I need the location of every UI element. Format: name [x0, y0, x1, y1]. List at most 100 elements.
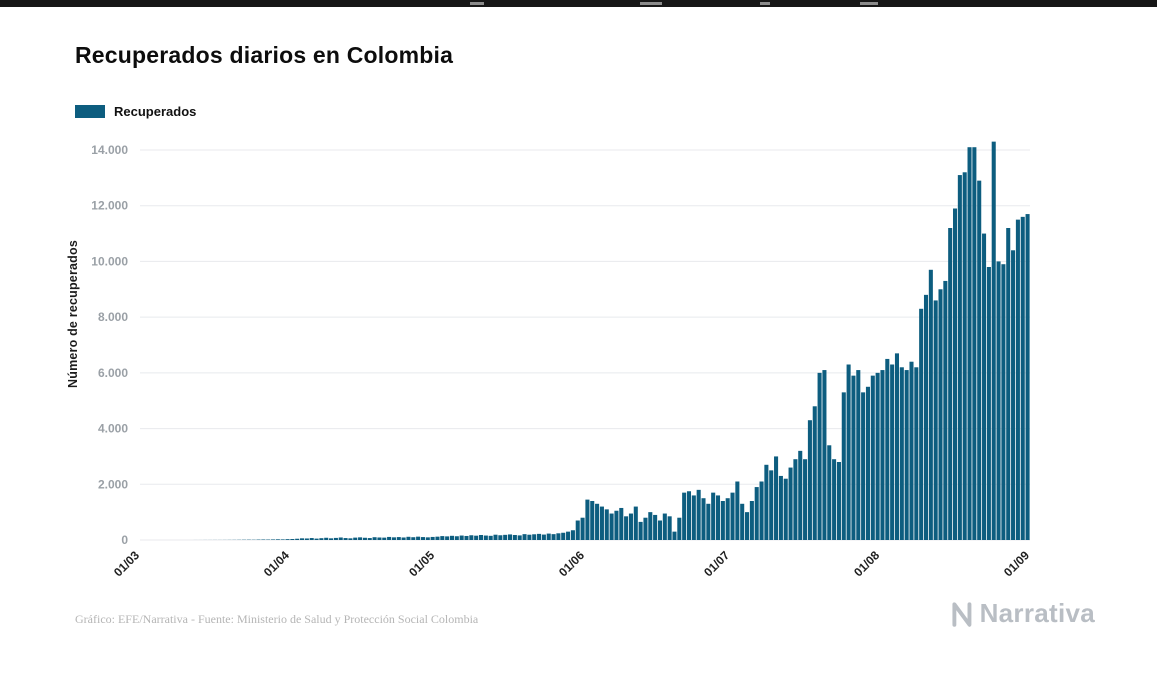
bar [628, 513, 633, 540]
x-tick-label: 01/09 [1001, 548, 1032, 579]
bar [517, 535, 522, 540]
bar [406, 536, 411, 540]
bar [953, 208, 958, 540]
bar [333, 537, 338, 540]
bar [662, 513, 667, 540]
bar [836, 462, 841, 540]
page-title: Recuperados diarios en Colombia [75, 42, 454, 68]
bar [295, 538, 300, 540]
narrativa-logo-icon [952, 601, 971, 627]
bar [769, 470, 774, 540]
bar [585, 499, 590, 540]
bar [435, 536, 440, 540]
y-tick-label: 14.000 [91, 143, 128, 157]
bar [735, 481, 740, 540]
bar [938, 289, 943, 540]
strip-notch [860, 2, 878, 5]
bar [358, 537, 363, 540]
x-tick-label: 01/07 [701, 548, 732, 579]
bar [851, 375, 856, 540]
bar [948, 228, 953, 540]
bar [643, 517, 648, 540]
bar [541, 534, 546, 540]
bar [387, 536, 392, 540]
bar [377, 537, 382, 540]
bar [807, 420, 812, 540]
bar [401, 537, 406, 540]
bar [575, 520, 580, 540]
y-tick-label: 6.000 [98, 366, 128, 380]
bar [478, 534, 484, 540]
bar [522, 534, 527, 540]
bar [483, 535, 488, 540]
bar [711, 492, 716, 540]
bar [933, 300, 938, 540]
bar [894, 353, 900, 540]
bar [957, 175, 962, 540]
bar [715, 495, 721, 540]
y-tick-label: 4.000 [98, 422, 128, 436]
bar [774, 456, 779, 540]
bar [561, 532, 566, 540]
bar [411, 537, 416, 540]
bar [638, 521, 643, 540]
bar [420, 537, 425, 540]
bar [803, 459, 808, 540]
bar [812, 406, 817, 540]
bar [890, 364, 895, 540]
bar [449, 535, 455, 540]
bar [382, 537, 387, 540]
bar [972, 147, 977, 540]
bar [841, 392, 846, 540]
bar [570, 530, 575, 540]
bar [899, 367, 904, 540]
y-tick-label: 2.000 [98, 477, 128, 491]
strip-notch [640, 2, 662, 5]
strip-notch [760, 2, 770, 5]
bar [280, 539, 285, 540]
strip-notch [470, 2, 484, 5]
bar [546, 533, 551, 540]
bar [977, 180, 982, 540]
y-tick-label: 12.000 [91, 199, 128, 213]
bar [1020, 216, 1025, 541]
y-tick-label: 0 [121, 533, 128, 547]
bar [928, 269, 933, 540]
bar [1015, 219, 1020, 540]
bar [270, 539, 276, 540]
bar [604, 509, 609, 540]
bar-chart: 0 2.000 4.000 6.000 8.000 10.000 12.000 14.000 0… [91, 141, 1032, 579]
bar [275, 539, 280, 540]
bar [1001, 264, 1006, 540]
bar [923, 294, 929, 540]
bar [701, 498, 706, 540]
bar [832, 459, 837, 540]
bar [991, 141, 996, 540]
chart-area: 0 2.000 4.000 6.000 8.000 10.000 12.000 14.000 0… [60, 132, 1050, 602]
bar [740, 503, 745, 540]
brand-logo: Narrativa [950, 598, 1095, 629]
bar [614, 510, 619, 540]
bar [725, 498, 730, 540]
bar [749, 501, 754, 540]
bar [904, 370, 909, 540]
x-tick-label: 01/06 [556, 548, 587, 579]
source-credit: Gráfico: EFE/Narrativa - Fuente: Ministe… [75, 612, 479, 626]
bar [745, 512, 750, 540]
bar [338, 537, 343, 540]
x-tick-label: 01/03 [111, 548, 142, 579]
bar [580, 517, 585, 540]
bar [759, 481, 764, 540]
bar [324, 537, 329, 540]
bar [367, 538, 372, 540]
bar [595, 503, 600, 540]
bar [967, 147, 972, 540]
bar [474, 535, 479, 540]
bar [686, 491, 692, 540]
bar [943, 280, 948, 540]
bar [391, 537, 396, 540]
bar [445, 536, 450, 540]
bar [532, 534, 537, 540]
bar [469, 535, 474, 540]
bar [459, 535, 464, 540]
